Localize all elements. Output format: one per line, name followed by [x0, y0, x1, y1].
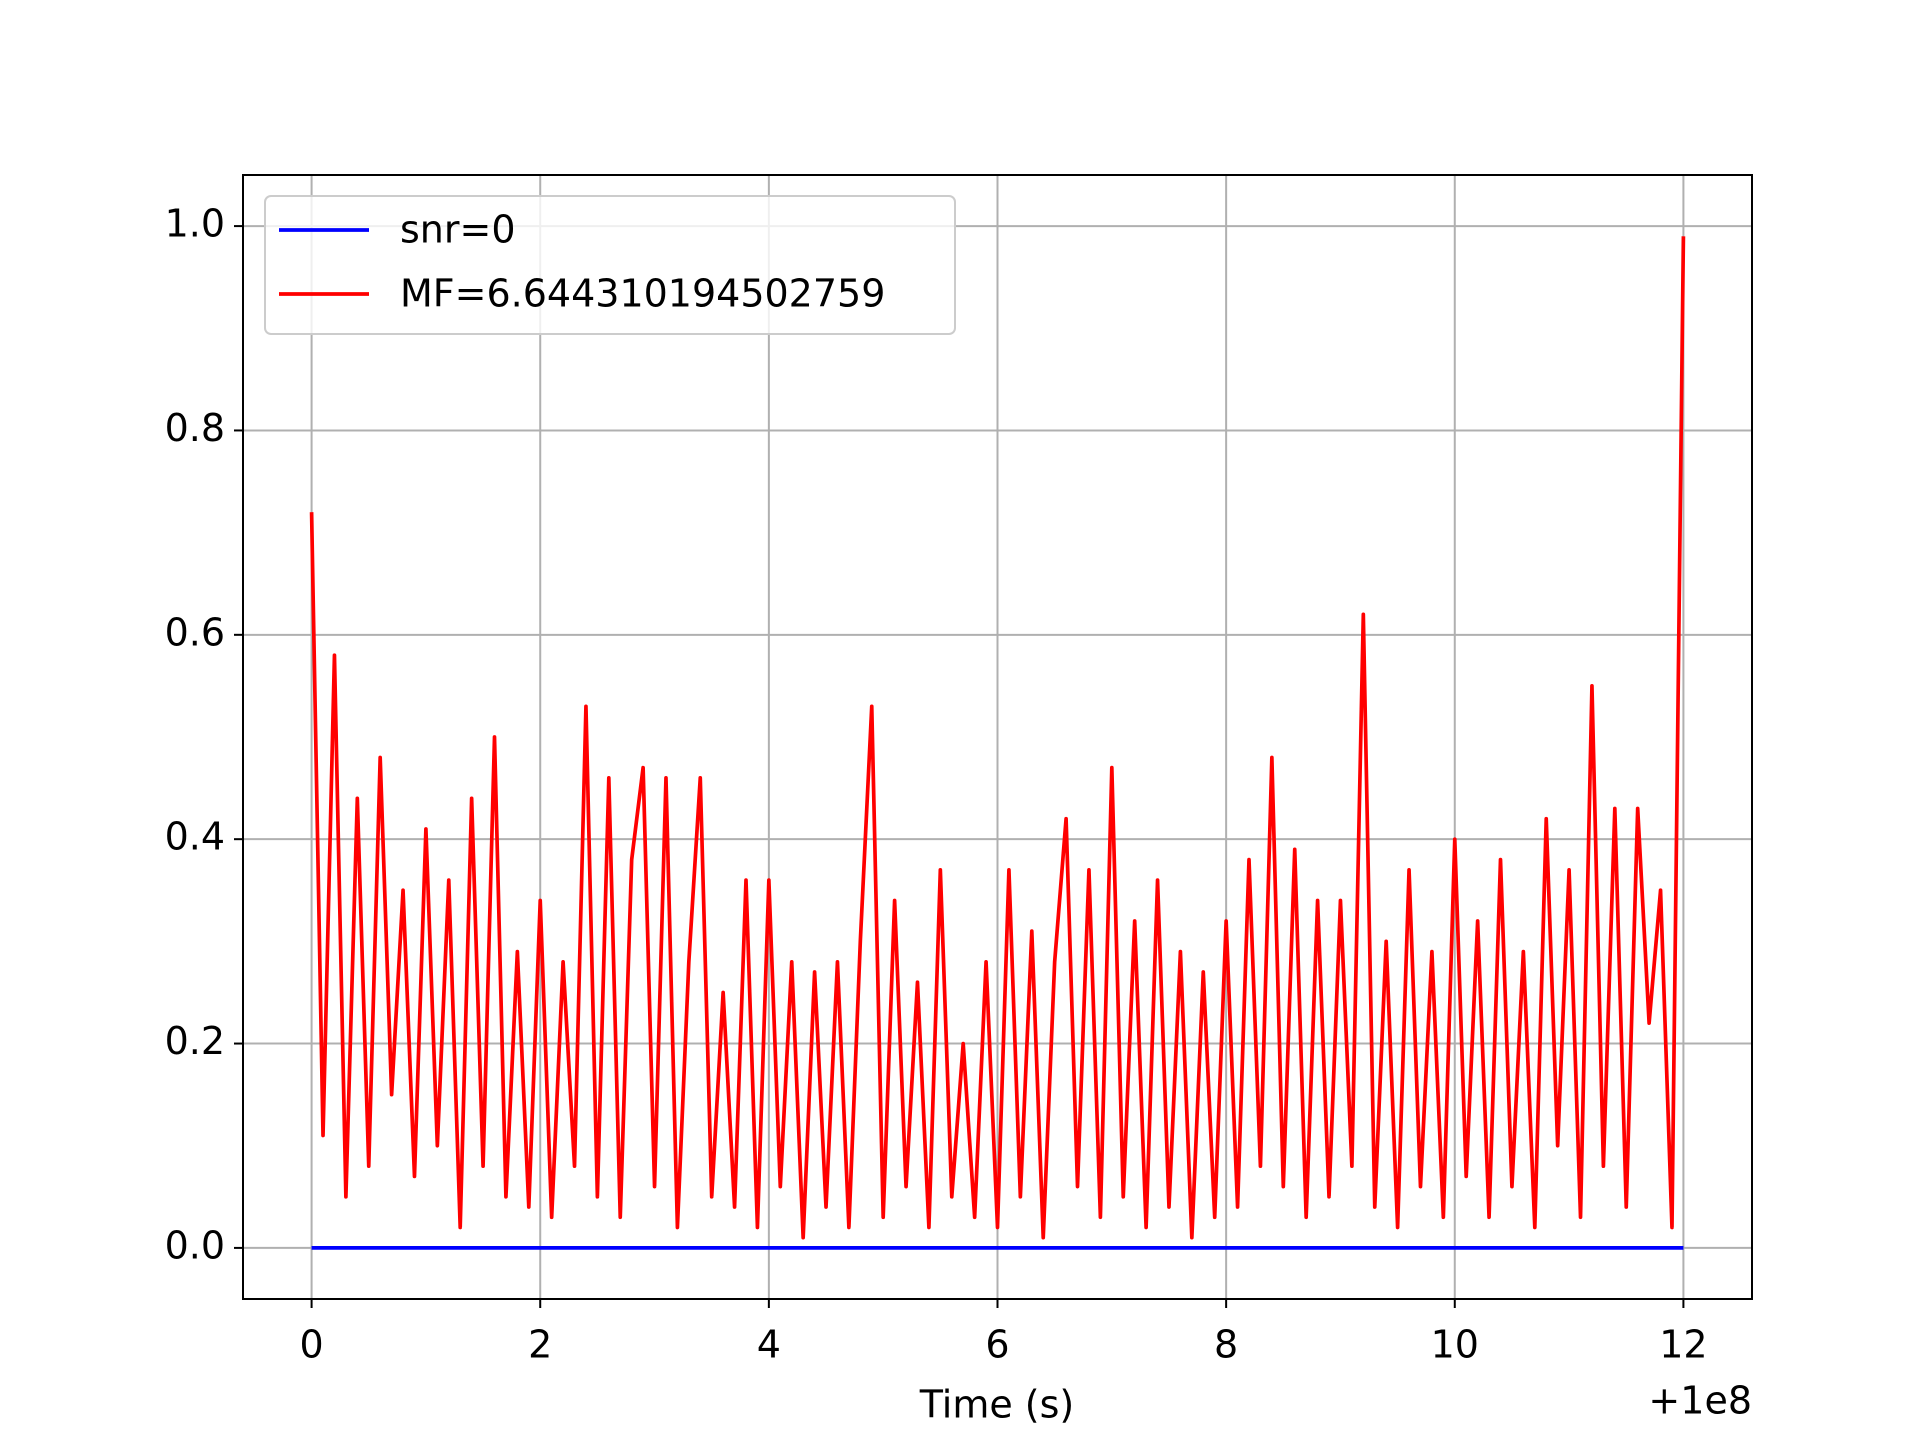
y-tick-label: 0.0	[165, 1223, 225, 1267]
x-tick-label: 0	[299, 1323, 323, 1367]
y-tick-label: 0.2	[165, 1019, 225, 1063]
data-line	[309, 236, 1686, 1240]
x-axis-label: Time (s)	[919, 1383, 1075, 1427]
legend: snr=0 MF=6.644310194502759	[264, 195, 956, 335]
y-tick-label: 1.0	[165, 202, 225, 246]
x-tick-label: 12	[1659, 1323, 1707, 1367]
x-tick-label: 8	[1214, 1323, 1238, 1367]
x-offset-label: +1e8	[1648, 1379, 1752, 1423]
x-tick-label: 2	[528, 1323, 552, 1367]
legend-label: snr=0	[400, 208, 516, 252]
y-tick-label: 0.8	[165, 406, 225, 450]
x-tick-label: 6	[985, 1323, 1009, 1367]
y-tick-label: 0.6	[165, 610, 225, 654]
x-tick-label: 10	[1431, 1323, 1479, 1367]
legend-label: MF=6.644310194502759	[400, 272, 885, 316]
y-tick-label: 0.4	[165, 815, 225, 859]
plot-frame	[242, 174, 1753, 1300]
x-tick-label: 4	[757, 1323, 781, 1367]
legend-box	[264, 195, 956, 335]
